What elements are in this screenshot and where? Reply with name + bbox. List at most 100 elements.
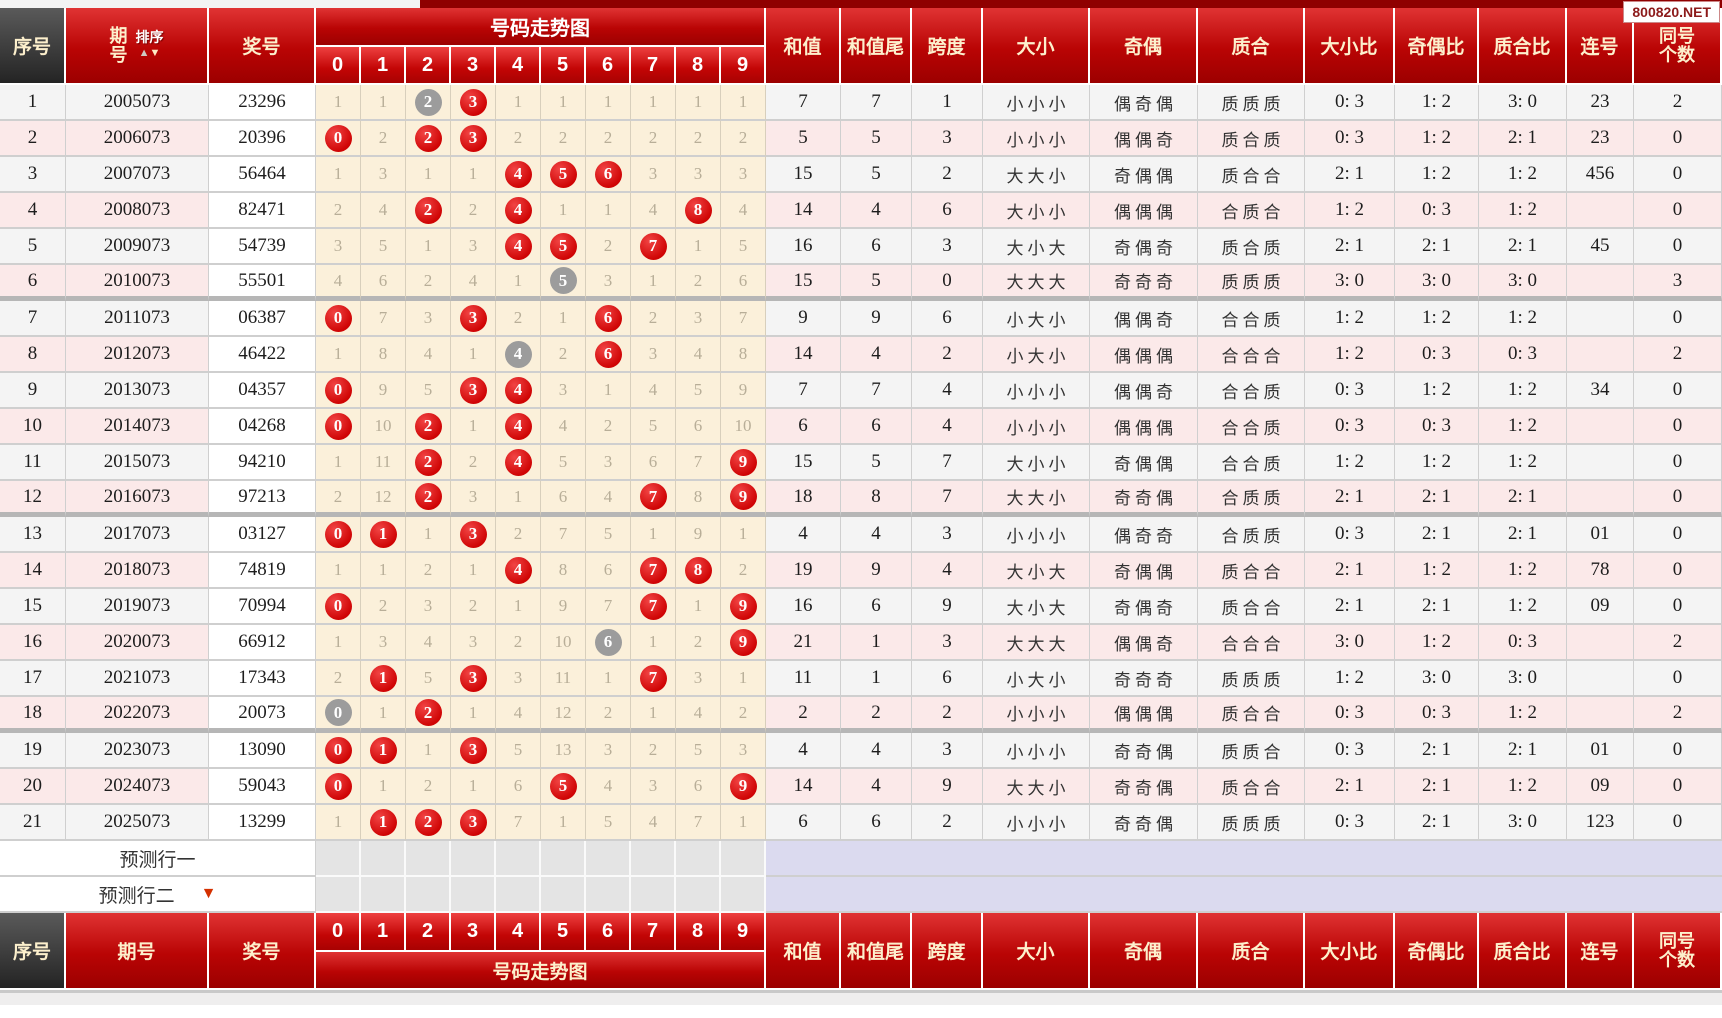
period-cell: 2017073 [66,517,209,553]
hit-circle: 2 [414,483,442,510]
trend-cell-8: 5 [676,373,721,409]
trend-cell-2: 2 [406,805,451,841]
sum-cell: 7 [766,373,841,409]
prime-cell: 质质质 [1198,805,1305,841]
trend-cell-5: 1 [541,301,586,337]
parity-ratio-cell: 2: 1 [1395,517,1479,553]
trend-cell-2: 3 [406,301,451,337]
size-cell: 大大小 [983,769,1090,805]
prediction-trend-cell [631,841,676,877]
prediction-trend-cell [586,841,631,877]
trend-cell-2: 2 [406,409,451,445]
trend-cell-3: 3 [451,301,496,337]
trend-cell-0: 1 [316,625,361,661]
trend-cell-1: 9 [361,373,406,409]
sort-down-icon[interactable]: ▼ [149,47,161,59]
same-count-cell: 0 [1634,409,1722,445]
consecutive-cell [1567,481,1634,517]
trend-cell-2: 2 [406,121,451,157]
stat-header: 和值尾 [841,8,912,85]
span-cell: 6 [912,193,983,229]
trend-cell-6: 2 [586,229,631,265]
trend-cell-7: 2 [631,121,676,157]
trend-cell-2: 1 [406,157,451,193]
parity-ratio-cell: 0: 3 [1395,409,1479,445]
trend-cell-6: 2 [586,409,631,445]
trend-cell-8: 5 [676,733,721,769]
digit-header-2: 2 [406,47,451,85]
digit-header-9: 9 [721,47,766,85]
trend-cell-9: 7 [721,301,766,337]
prize-header: 奖号 [209,8,316,85]
prediction-trend-cell [361,841,406,877]
prime-ratio-cell: 3: 0 [1479,661,1567,697]
digit-header-7: 7 [631,913,676,952]
hit-circle: 7 [639,592,667,620]
sum-tail-cell: 1 [841,661,912,697]
trend-cell-4: 2 [496,121,541,157]
prime-cell: 合合质 [1198,445,1305,481]
trend-cell-5: 4 [541,409,586,445]
bottom-partial-row [0,990,1722,1018]
period-cell: 2016073 [66,481,209,517]
sum-cell: 15 [766,445,841,481]
trend-cell-9: 5 [721,229,766,265]
trend-cell-3: 3 [451,661,496,697]
trend-cell-5: 11 [541,661,586,697]
hit-circle: 2 [414,808,442,836]
prime-cell: 质质质 [1198,265,1305,301]
parity-cell: 偶偶奇 [1090,373,1198,409]
hit-circle: 3 [459,124,487,152]
trend-cell-7: 1 [631,85,676,121]
trend-cell-4: 5 [496,733,541,769]
prime-cell: 合质质 [1198,481,1305,517]
trend-cell-9: 3 [721,733,766,769]
hit-circle: 0 [324,304,352,332]
serial-cell: 17 [0,661,66,697]
hit-circle: 3 [459,376,487,404]
consecutive-cell: 09 [1567,589,1634,625]
trend-cell-0: 0 [316,733,361,769]
prize-cell: 56464 [209,157,316,193]
span-cell: 9 [912,769,983,805]
serial-cell: 12 [0,481,66,517]
trend-cell-5: 2 [541,121,586,157]
trend-cell-2: 2 [406,265,451,301]
trend-cell-0: 0 [316,301,361,337]
prime-cell: 质质质 [1198,661,1305,697]
sort-control[interactable]: 排序 ▲▼ [136,30,164,60]
hit-circle: 9 [729,592,757,620]
consecutive-cell: 78 [1567,553,1634,589]
stat-header: 跨度 [912,913,983,990]
sum-tail-cell: 6 [841,589,912,625]
sort-up-icon[interactable]: ▲ [138,47,150,59]
trend-cell-7: 3 [631,157,676,193]
prime-ratio-cell: 1: 2 [1479,769,1567,805]
digit-header-1: 1 [361,47,406,85]
parity-ratio-cell: 2: 1 [1395,769,1479,805]
prediction-down-arrow-icon[interactable]: ▼ [200,885,217,902]
sum-tail-cell: 6 [841,409,912,445]
hit-circle: 4 [504,376,532,404]
repeat-circle: 4 [504,340,532,368]
trend-cell-9: 9 [721,589,766,625]
size-ratio-cell: 1: 2 [1305,193,1395,229]
trend-cell-9: 1 [721,805,766,841]
span-cell: 7 [912,445,983,481]
sum-cell: 2 [766,697,841,733]
trend-cell-8: 6 [676,769,721,805]
trend-cell-7: 1 [631,697,676,733]
trend-cell-6: 5 [586,805,631,841]
trend-cell-1: 1 [361,553,406,589]
period-cell: 2019073 [66,589,209,625]
same-count-cell: 0 [1634,517,1722,553]
trend-cell-9: 10 [721,409,766,445]
sum-cell: 9 [766,301,841,337]
prediction-trend-cell [496,877,541,913]
digit-header-2: 2 [406,913,451,952]
trend-cell-3: 4 [451,265,496,301]
trend-cell-0: 1 [316,445,361,481]
size-cell: 大大小 [983,481,1090,517]
hit-circle: 2 [414,699,442,726]
prize-cell: 03127 [209,517,316,553]
